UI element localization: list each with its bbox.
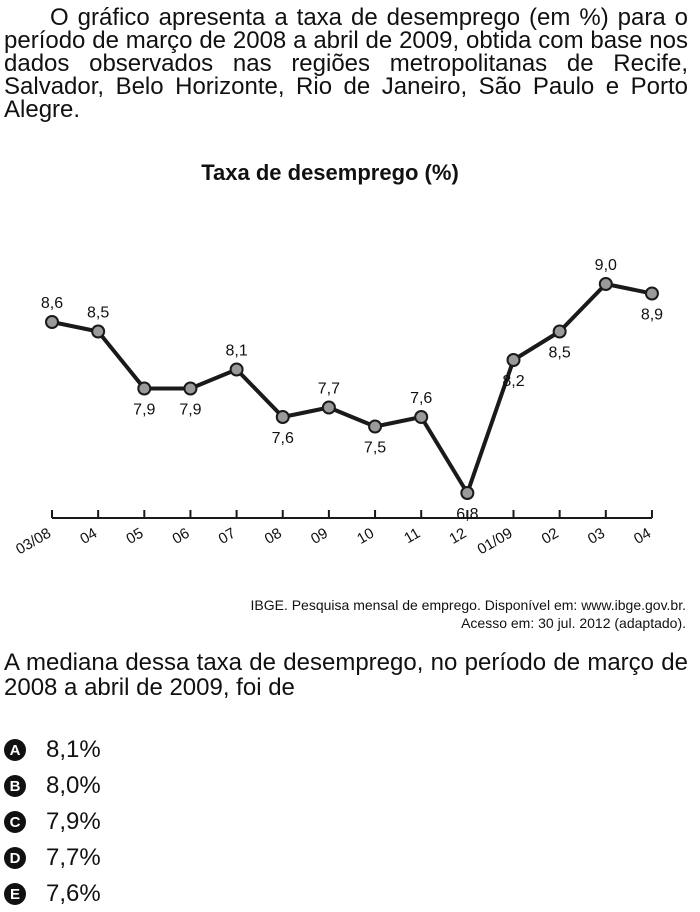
data-label: 8,5 xyxy=(87,305,109,322)
option-b-text: 8,0% xyxy=(46,772,101,799)
data-label: 7,6 xyxy=(410,390,432,407)
data-label: 8,5 xyxy=(549,345,571,362)
source-line-2: Acesso em: 30 jul. 2012 (adaptado). xyxy=(461,615,686,631)
x-tick-label: 09 xyxy=(308,525,331,548)
source-line-1: IBGE. Pesquisa mensal de emprego. Dispon… xyxy=(250,597,686,613)
data-label: 7,5 xyxy=(364,440,386,457)
option-d-badge: D xyxy=(4,847,26,869)
data-label: 9,0 xyxy=(595,257,617,274)
option-b-badge: B xyxy=(4,775,26,797)
data-label: 8,1 xyxy=(225,343,247,360)
option-e-text: 7,6% xyxy=(46,880,101,907)
data-label: 7,7 xyxy=(318,381,340,398)
data-label: 6,8 xyxy=(456,506,478,523)
series-line xyxy=(51,282,653,495)
data-point xyxy=(460,486,475,500)
unemployment-line-chart: 03/08 04 05 06 07 08 09 10 11 12 01/09 02 03 04 8,6 8,5… xyxy=(13,257,663,558)
data-point xyxy=(598,277,613,291)
x-tick-label: 10 xyxy=(354,525,377,548)
data-label: 8,6 xyxy=(41,295,63,312)
option-d[interactable]: D 7,7% xyxy=(4,840,101,876)
x-tick-label: 02 xyxy=(539,525,562,548)
data-point xyxy=(321,400,336,415)
option-d-text: 7,7% xyxy=(46,844,101,871)
data-point xyxy=(183,381,198,396)
option-a[interactable]: A 8,1% xyxy=(4,732,101,768)
data-point xyxy=(644,286,659,301)
option-c[interactable]: C 7,9% xyxy=(4,804,101,840)
x-tick-label: 11 xyxy=(401,525,423,548)
data-point xyxy=(506,353,521,367)
x-tick-label: 01/09 xyxy=(474,525,515,558)
answer-options: A 8,1% B 8,0% C 7,9% D 7,7% E 7,6% xyxy=(4,732,101,912)
x-tick-label: 03/08 xyxy=(13,525,54,558)
x-tick-label: 12 xyxy=(446,525,469,548)
data-label: 7,9 xyxy=(133,402,155,419)
option-e-badge: E xyxy=(4,883,26,905)
data-point xyxy=(45,315,59,329)
option-e[interactable]: E 7,6% xyxy=(4,876,101,912)
x-tick-label: 08 xyxy=(262,525,285,548)
data-point xyxy=(368,419,383,434)
x-tick-label: 04 xyxy=(631,525,654,548)
question-text: A mediana dessa taxa de desemprego, no p… xyxy=(4,649,688,701)
data-label: 7,9 xyxy=(179,402,201,419)
x-tick-label: 07 xyxy=(216,525,239,548)
data-point xyxy=(91,324,106,339)
data-label: 8,2 xyxy=(502,373,524,390)
option-b[interactable]: B 8,0% xyxy=(4,768,101,804)
data-label: 7,6 xyxy=(272,430,294,447)
option-a-text: 8,1% xyxy=(46,736,101,763)
x-tick-label: 06 xyxy=(169,525,192,548)
source-citation: IBGE. Pesquisa mensal de emprego. Dispon… xyxy=(250,596,686,632)
data-point xyxy=(137,381,152,396)
data-point xyxy=(229,362,244,377)
x-tick-label: 05 xyxy=(123,525,146,548)
option-c-badge: C xyxy=(4,811,26,833)
data-label: 8,9 xyxy=(641,307,663,324)
x-tick-label: 03 xyxy=(585,525,608,548)
x-tick-label: 04 xyxy=(77,525,100,548)
data-point xyxy=(552,324,567,339)
chart-title: Taxa de desemprego (%) xyxy=(201,160,459,185)
intro-paragraph: O gráfico apresenta a taxa de desemprego… xyxy=(4,4,688,123)
data-point xyxy=(414,410,429,424)
option-c-text: 7,9% xyxy=(46,808,101,835)
option-a-badge: A xyxy=(4,739,26,761)
data-point xyxy=(275,410,290,424)
